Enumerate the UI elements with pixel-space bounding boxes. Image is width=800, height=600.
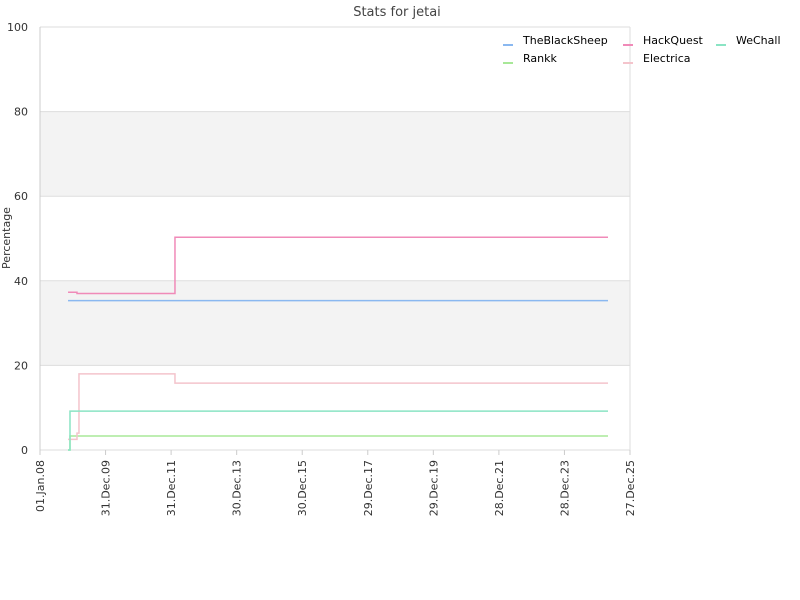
x-tick-label: 30.Dec.15 — [296, 460, 309, 516]
legend-label: Electrica — [643, 52, 691, 65]
x-tick-label: 01.Jan.08 — [34, 460, 47, 512]
x-tick-label: 31.Dec.11 — [165, 460, 178, 516]
x-tick-label: 29.Dec.17 — [362, 460, 375, 516]
y-tick-label: 0 — [21, 444, 28, 457]
x-tick-label: 28.Dec.21 — [493, 460, 506, 516]
grid-band — [40, 280, 630, 366]
y-tick-label: 80 — [14, 106, 28, 119]
legend-label: TheBlackSheep — [522, 34, 608, 47]
legend-label: WeChall — [736, 34, 781, 47]
legend-label: Rankk — [523, 52, 557, 65]
series-line — [68, 236, 608, 295]
legend-label: HackQuest — [643, 34, 704, 47]
x-tick-label: 29.Dec.19 — [427, 460, 440, 516]
series-line — [68, 435, 608, 451]
x-tick-label: 31.Dec.09 — [100, 460, 113, 516]
y-tick-label: 20 — [14, 359, 28, 372]
x-tick-label: 28.Dec.23 — [558, 460, 571, 516]
y-tick-label: 40 — [14, 275, 28, 288]
series-line — [68, 373, 608, 441]
y-tick-label: 100 — [7, 21, 28, 34]
series-line — [68, 410, 608, 451]
grid-band — [40, 111, 630, 197]
x-tick-label: 27.Dec.25 — [624, 460, 637, 516]
y-axis-label: Percentage — [0, 207, 13, 269]
y-tick-label: 60 — [14, 190, 28, 203]
x-tick-label: 30.Dec.13 — [231, 460, 244, 516]
chart-title: Stats for jetai — [353, 5, 441, 20]
